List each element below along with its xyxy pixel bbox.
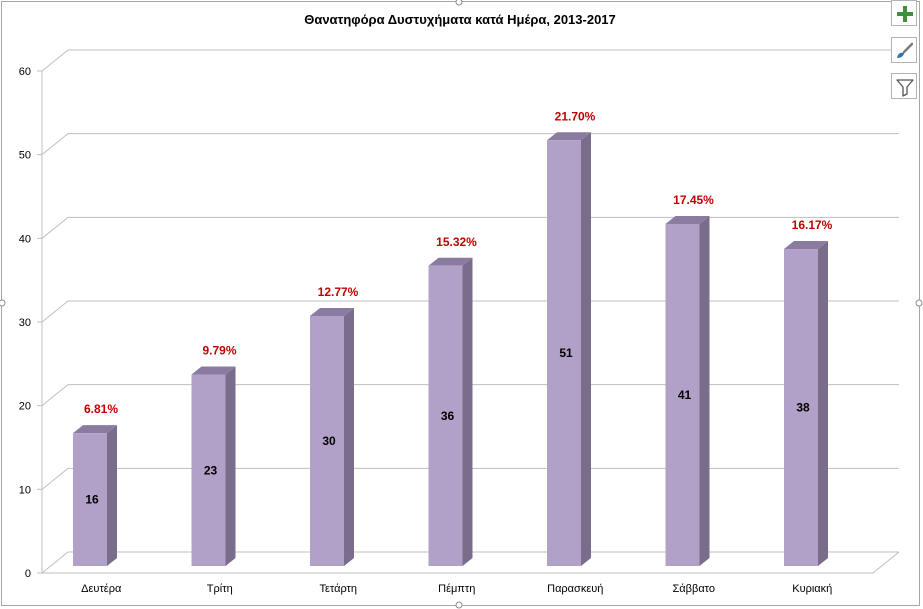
paintbrush-icon xyxy=(897,42,914,58)
bar-front xyxy=(547,140,581,566)
gridline xyxy=(41,133,899,156)
bar-front xyxy=(191,374,226,566)
data-labels: 16 6.81% 23 9.79% 30 12.77% 36 15.32% 51 21.70% 41… xyxy=(84,109,833,506)
bar-value-label: 51 xyxy=(559,346,573,360)
bar[interactable] xyxy=(784,241,828,566)
chart-styles-button[interactable] xyxy=(891,37,917,63)
x-tick-label: Πέμπτη xyxy=(438,583,475,595)
bar-front xyxy=(665,223,700,566)
bar[interactable] xyxy=(428,257,473,566)
bar-side xyxy=(581,132,591,566)
bar-percent-label: 17.45% xyxy=(673,193,714,207)
plus-icon xyxy=(897,6,913,22)
bar-front xyxy=(73,433,107,566)
bar-value-label: 23 xyxy=(204,463,218,477)
bar-top xyxy=(784,241,828,250)
bar-side xyxy=(699,215,710,566)
bar-value-label: 30 xyxy=(322,434,336,448)
bar-top xyxy=(428,257,473,266)
bar-value-label: 41 xyxy=(678,388,692,402)
bar-value-label: 38 xyxy=(796,401,810,415)
y-tick-label: 40 xyxy=(19,233,31,245)
x-tick-label: Δευτέρα xyxy=(81,583,122,595)
bar-front xyxy=(310,315,344,566)
x-tick-label: Κυριακή xyxy=(792,583,832,595)
x-tick-label: Σάββατο xyxy=(673,583,715,595)
bar-side xyxy=(462,257,473,566)
bar-percent-label: 21.70% xyxy=(555,109,596,123)
bar-front xyxy=(428,265,463,566)
bar-top xyxy=(547,132,591,141)
bar[interactable] xyxy=(665,215,710,566)
bar[interactable] xyxy=(310,307,354,566)
gridline xyxy=(41,384,899,407)
resize-handle-top[interactable] xyxy=(455,0,463,6)
bar-value-label: 36 xyxy=(441,409,455,423)
gridline xyxy=(41,551,899,574)
y-tick-label: 60 xyxy=(19,66,31,78)
bar-percent-label: 6.81% xyxy=(84,402,118,416)
gridlines xyxy=(41,49,899,574)
x-tick-label: Παρασκευή xyxy=(547,583,603,595)
bar-side xyxy=(225,366,236,566)
resize-handle-right[interactable] xyxy=(915,299,923,307)
y-tick-label: 10 xyxy=(19,484,31,496)
bar-top xyxy=(191,366,236,375)
y-tick-label: 20 xyxy=(19,401,31,413)
chart-elements-button[interactable] xyxy=(891,0,917,26)
bar[interactable] xyxy=(191,366,236,566)
bar-percent-label: 15.32% xyxy=(436,235,477,249)
bar-top xyxy=(73,425,117,434)
bar-series[interactable] xyxy=(73,132,828,566)
y-tick-label: 0 xyxy=(25,568,31,580)
gridline xyxy=(41,49,899,72)
bar-top xyxy=(665,215,710,224)
bar[interactable] xyxy=(73,425,117,566)
bar-front xyxy=(784,249,818,566)
x-tick-label: Τετάρτη xyxy=(319,583,357,595)
chart-filters-button[interactable] xyxy=(891,73,917,99)
chart-title[interactable]: Θανατηφόρα Δυστυχήματα κατά Ημέρα, 2013-… xyxy=(304,12,616,27)
funnel-icon xyxy=(896,79,914,97)
x-tick-label: Τρίτη xyxy=(207,583,233,595)
bar[interactable] xyxy=(547,132,591,566)
y-tick-label: 50 xyxy=(19,150,31,162)
y-tick-label: 30 xyxy=(19,317,31,329)
gridline xyxy=(41,216,899,239)
bar-percent-label: 12.77% xyxy=(318,285,359,299)
gridline xyxy=(41,300,899,323)
value-axis: 0 10 20 30 40 50 60 xyxy=(19,66,900,580)
bar-value-label: 16 xyxy=(85,493,99,507)
bar-top xyxy=(310,307,354,316)
resize-handle-bottom[interactable] xyxy=(455,601,463,609)
bar-side xyxy=(344,307,354,566)
bar-percent-label: 16.17% xyxy=(792,218,833,232)
bar-side xyxy=(107,425,117,566)
bar-side xyxy=(818,241,828,566)
floor-edge xyxy=(42,551,900,574)
bar-percent-label: 9.79% xyxy=(202,344,236,358)
resize-handle-left[interactable] xyxy=(0,299,6,307)
category-axis: Δευτέρα Τρίτη Τετάρτη Πέμπτη Παρασκευή Σάββατ… xyxy=(81,583,832,595)
gridline xyxy=(41,467,899,490)
